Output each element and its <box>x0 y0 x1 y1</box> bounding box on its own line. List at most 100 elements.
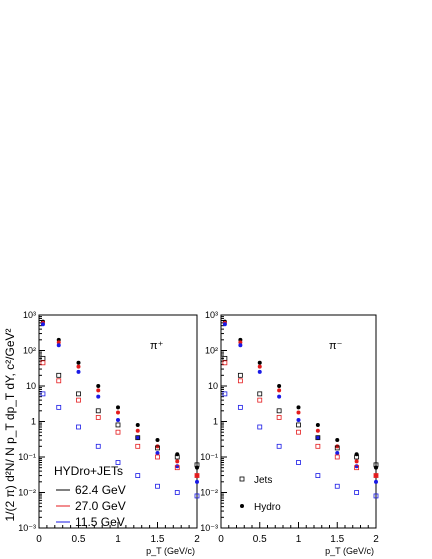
jets-point <box>222 355 228 361</box>
hydro-point <box>277 384 282 388</box>
jets-point <box>257 397 263 403</box>
jets-point <box>373 462 379 468</box>
hydro-point <box>195 479 199 484</box>
hydro-point <box>175 464 180 469</box>
jets-point <box>76 391 81 397</box>
hydro-point <box>374 465 378 470</box>
hydro-point <box>335 438 340 443</box>
y-tick-label: 10 <box>208 381 218 391</box>
panel-right: 0 0.5 1 1.5 2 10⁻³ 10⁻² 10⁻¹ 1 10 10² 10³ π⁻ p_T (GeV… <box>200 310 379 556</box>
jets-point <box>174 465 180 471</box>
jets-point <box>174 490 180 495</box>
x-tick-label: 1 <box>296 534 302 545</box>
y-tick-label: 1 <box>31 417 36 427</box>
hydro-point <box>56 340 61 345</box>
jets-point <box>155 483 160 489</box>
jets-point <box>354 490 360 495</box>
hydro-point <box>116 405 120 410</box>
hydro-point <box>116 410 120 415</box>
hydro-point <box>116 418 120 423</box>
jets-point <box>115 422 121 428</box>
jets-point <box>237 378 243 384</box>
legend-dot-marker <box>240 504 244 508</box>
y-tick-label: 10⁻¹ <box>18 452 36 462</box>
jets-point <box>95 415 101 420</box>
hydro-point <box>257 369 262 374</box>
jets-point <box>315 473 321 478</box>
jets-point <box>135 473 141 478</box>
hydro-point <box>76 360 81 365</box>
y-tick-label: 10² <box>23 346 36 356</box>
x-tick-label: 2 <box>373 534 379 545</box>
hydro-point <box>374 473 378 478</box>
x-axis-label: p_T (GeV/c) <box>325 546 374 556</box>
panel-label: π⁺ <box>150 340 164 352</box>
jets-point <box>237 372 243 378</box>
jets-point <box>56 404 62 410</box>
hydro-point <box>96 388 101 393</box>
jets-point <box>296 460 301 465</box>
hydro-point <box>277 388 282 393</box>
y-tick-label: 10⁻² <box>200 488 218 498</box>
hydro-point <box>155 450 160 455</box>
jets-point <box>276 408 282 414</box>
hydro-point <box>335 450 340 455</box>
jets-point <box>76 397 81 403</box>
hydro-point <box>315 422 320 427</box>
hydro-point <box>135 435 140 440</box>
hydro-point <box>135 422 140 427</box>
y-tick-label: 10⁻³ <box>18 523 36 533</box>
jets-point <box>276 443 282 449</box>
jets-point <box>155 445 160 451</box>
x-tick-label: 0.5 <box>253 534 267 545</box>
jets-point <box>237 404 243 410</box>
hydro-point <box>40 322 45 327</box>
jets-point <box>194 493 200 499</box>
jets-point <box>334 445 340 451</box>
jets-point <box>95 408 101 414</box>
hydro-point <box>155 438 160 443</box>
legend-label-11: 11.5 GeV <box>75 515 125 529</box>
jets-point <box>354 465 360 471</box>
y-tick-label: 10⁻¹ <box>200 452 218 462</box>
jets-point <box>354 454 360 460</box>
jets-point <box>56 378 62 384</box>
legend-markers: Jets Hydro <box>239 475 281 513</box>
jets-point <box>222 391 228 397</box>
y-tick-label: 1 <box>213 417 218 427</box>
hydro-point <box>135 428 140 433</box>
hydro-point <box>315 435 320 440</box>
jets-point <box>95 443 101 449</box>
jets-point <box>257 391 263 397</box>
jets-point <box>40 360 46 366</box>
y-tick-label: 10⁻² <box>18 488 36 498</box>
jets-point <box>315 443 321 449</box>
panel-label: π⁻ <box>329 340 343 352</box>
jets-point <box>315 435 321 441</box>
hydro-point <box>175 459 180 464</box>
hydro-point <box>257 360 262 365</box>
legend-label-27: 27.0 GeV <box>75 499 126 513</box>
hydro-point <box>76 364 81 369</box>
legend-square-marker <box>239 476 245 482</box>
hydro-point <box>354 452 359 457</box>
x-axis-label: p_T (GeV/c) <box>146 546 195 556</box>
legend-label-jets: Jets <box>254 475 272 486</box>
jets-point <box>155 454 160 460</box>
y-tick-label: 10⁻³ <box>200 523 218 533</box>
y-tick-label: 10² <box>205 346 218 356</box>
x-tick-label: 0 <box>218 534 224 545</box>
hydro-point <box>96 394 101 399</box>
jets-point <box>194 473 200 478</box>
jets-point <box>56 372 62 378</box>
jets-point <box>76 424 81 430</box>
hydro-point <box>374 479 378 484</box>
hydro-point <box>195 465 199 470</box>
y-tick-label: 10³ <box>23 310 36 320</box>
hydro-point <box>175 452 180 457</box>
hydro-point <box>238 340 243 345</box>
hydro-point <box>96 384 101 388</box>
legend-label-hydro: Hydro <box>254 502 281 513</box>
hydro-point <box>296 418 301 423</box>
